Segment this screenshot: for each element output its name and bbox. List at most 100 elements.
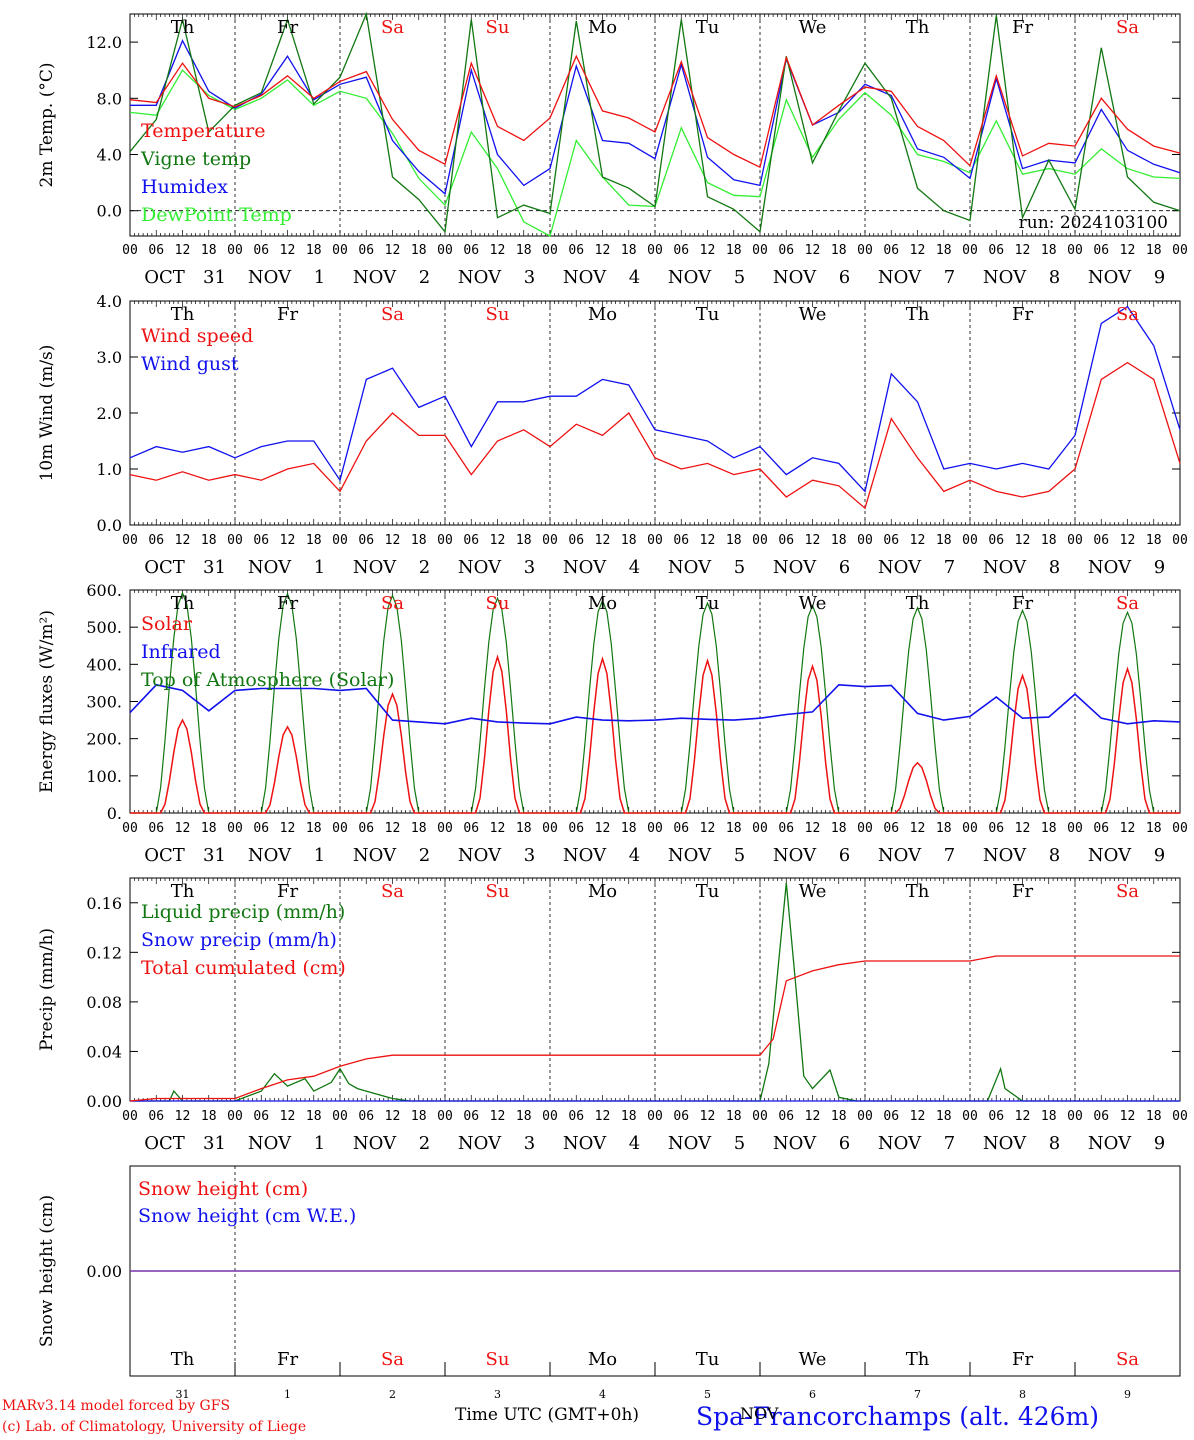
date-month-label: OCT bbox=[144, 267, 185, 288]
hour-tick-label: 00 bbox=[437, 1109, 453, 1124]
hour-tick-label: 00 bbox=[752, 821, 768, 836]
hour-tick-label: 18 bbox=[201, 821, 217, 836]
date-day-label: 1 bbox=[314, 267, 325, 288]
date-month-label: NOV bbox=[458, 267, 502, 288]
hour-tick-label: 06 bbox=[253, 533, 269, 548]
date-month-label: NOV bbox=[248, 845, 292, 866]
date-day-label: 3 bbox=[524, 845, 535, 866]
hour-tick-label: 00 bbox=[1067, 243, 1083, 258]
date-month-label: NOV bbox=[668, 845, 712, 866]
hour-tick-label: 12 bbox=[910, 533, 926, 548]
hour-tick-label: 12 bbox=[280, 1109, 296, 1124]
y-tick-label: 500. bbox=[86, 618, 122, 637]
date-month-label: NOV bbox=[878, 267, 922, 288]
date-day-label: 31 bbox=[203, 557, 226, 578]
hour-tick-label: 00 bbox=[542, 1109, 558, 1124]
date-month-label: NOV bbox=[353, 1133, 397, 1154]
hour-tick-label: 18 bbox=[516, 243, 532, 258]
date-day-label: 9 bbox=[1154, 845, 1165, 866]
date-day-label: 31 bbox=[203, 1133, 226, 1154]
date-day-label: 1 bbox=[314, 557, 325, 578]
hour-tick-label: 06 bbox=[253, 1109, 269, 1124]
weekday-label: Th bbox=[906, 1349, 930, 1370]
hour-tick-label: 06 bbox=[883, 243, 899, 258]
hour-tick-label: 18 bbox=[831, 243, 847, 258]
date-day-label: 8 bbox=[1049, 1133, 1060, 1154]
hour-tick-label: 00 bbox=[962, 243, 978, 258]
credit-model: MARv3.14 model forced by GFS bbox=[2, 1398, 231, 1414]
hour-tick-label: 18 bbox=[201, 1109, 217, 1124]
hour-tick-label: 00 bbox=[752, 533, 768, 548]
hour-tick-label: 18 bbox=[936, 821, 952, 836]
hour-tick-label: 12 bbox=[1015, 533, 1031, 548]
y-tick-label: 0.00 bbox=[86, 1262, 122, 1281]
hour-tick-label: 18 bbox=[306, 243, 322, 258]
hour-tick-label: 00 bbox=[752, 1109, 768, 1124]
date-month-label: NOV bbox=[353, 557, 397, 578]
date-day-label: 4 bbox=[629, 1133, 640, 1154]
hour-tick-label: 12 bbox=[595, 243, 611, 258]
hour-tick-label: 12 bbox=[280, 243, 296, 258]
hour-tick-label: 18 bbox=[411, 533, 427, 548]
hour-tick-label: 18 bbox=[936, 533, 952, 548]
run-annotation: run: 2024103100 bbox=[1019, 213, 1168, 233]
y-tick-label: 0.16 bbox=[86, 894, 122, 913]
hour-tick-label: 18 bbox=[1041, 821, 1057, 836]
legend-entry: Snow precip (mm/h) bbox=[141, 929, 337, 951]
weekday-label: Su bbox=[486, 304, 510, 325]
y-tick-label: 12.0 bbox=[86, 33, 122, 52]
hour-tick-label: 06 bbox=[673, 821, 689, 836]
hour-tick-label: 12 bbox=[280, 821, 296, 836]
weekday-label: Fr bbox=[1012, 304, 1033, 325]
hour-tick-label: 12 bbox=[175, 1109, 191, 1124]
date-day-label: 6 bbox=[809, 1388, 816, 1401]
hour-tick-label: 00 bbox=[962, 821, 978, 836]
hour-tick-label: 18 bbox=[621, 533, 637, 548]
hour-tick-label: 18 bbox=[201, 533, 217, 548]
date-day-label: 5 bbox=[734, 267, 745, 288]
hour-tick-label: 06 bbox=[358, 821, 374, 836]
hour-tick-label: 00 bbox=[227, 533, 243, 548]
series-line bbox=[129, 955, 1180, 1102]
date-day-label: 4 bbox=[599, 1388, 606, 1401]
hour-tick-label: 00 bbox=[437, 821, 453, 836]
weekday-label: Fr bbox=[277, 1349, 298, 1370]
date-month-label: NOV bbox=[1088, 1133, 1132, 1154]
hour-tick-label: 00 bbox=[857, 821, 873, 836]
y-tick-label: 8.0 bbox=[97, 89, 122, 108]
credit-lab: (c) Lab. of Climatology, University of L… bbox=[2, 1419, 307, 1435]
hour-tick-label: 00 bbox=[122, 243, 138, 258]
date-day-label: 1 bbox=[284, 1388, 291, 1401]
weekday-label: Sa bbox=[1116, 304, 1139, 325]
date-day-label: 9 bbox=[1154, 267, 1165, 288]
date-day-label: 3 bbox=[524, 557, 535, 578]
hour-tick-label: 18 bbox=[726, 533, 742, 548]
weekday-label: Sa bbox=[381, 1349, 404, 1370]
hour-tick-label: 06 bbox=[568, 1109, 584, 1124]
date-day-label: 7 bbox=[944, 557, 955, 578]
hour-tick-label: 06 bbox=[778, 533, 794, 548]
hour-tick-label: 18 bbox=[621, 1109, 637, 1124]
hour-tick-label: 18 bbox=[516, 1109, 532, 1124]
hour-tick-label: 18 bbox=[1041, 243, 1057, 258]
hour-tick-label: 12 bbox=[385, 243, 401, 258]
date-month-label: NOV bbox=[458, 557, 502, 578]
hour-tick-label: 12 bbox=[1015, 1109, 1031, 1124]
weekday-label: Tu bbox=[696, 304, 720, 325]
hour-tick-label: 06 bbox=[358, 533, 374, 548]
y-tick-label: 0.04 bbox=[86, 1042, 122, 1061]
hour-tick-label: 12 bbox=[385, 821, 401, 836]
weekday-label: Su bbox=[486, 593, 510, 614]
legend-entry: Liquid precip (mm/h) bbox=[141, 901, 345, 923]
weekday-label: Sa bbox=[381, 17, 404, 38]
hour-tick-label: 00 bbox=[227, 821, 243, 836]
y-tick-label: 600. bbox=[86, 581, 122, 600]
series-line bbox=[129, 305, 1181, 493]
hour-tick-label: 18 bbox=[1041, 1109, 1057, 1124]
hour-tick-label: 00 bbox=[857, 533, 873, 548]
date-day-label: 9 bbox=[1154, 557, 1165, 578]
y-tick-label: 2.0 bbox=[97, 404, 122, 423]
weekday-label: Sa bbox=[1116, 17, 1139, 38]
hour-tick-label: 00 bbox=[1067, 821, 1083, 836]
date-day-label: 9 bbox=[1154, 1133, 1165, 1154]
